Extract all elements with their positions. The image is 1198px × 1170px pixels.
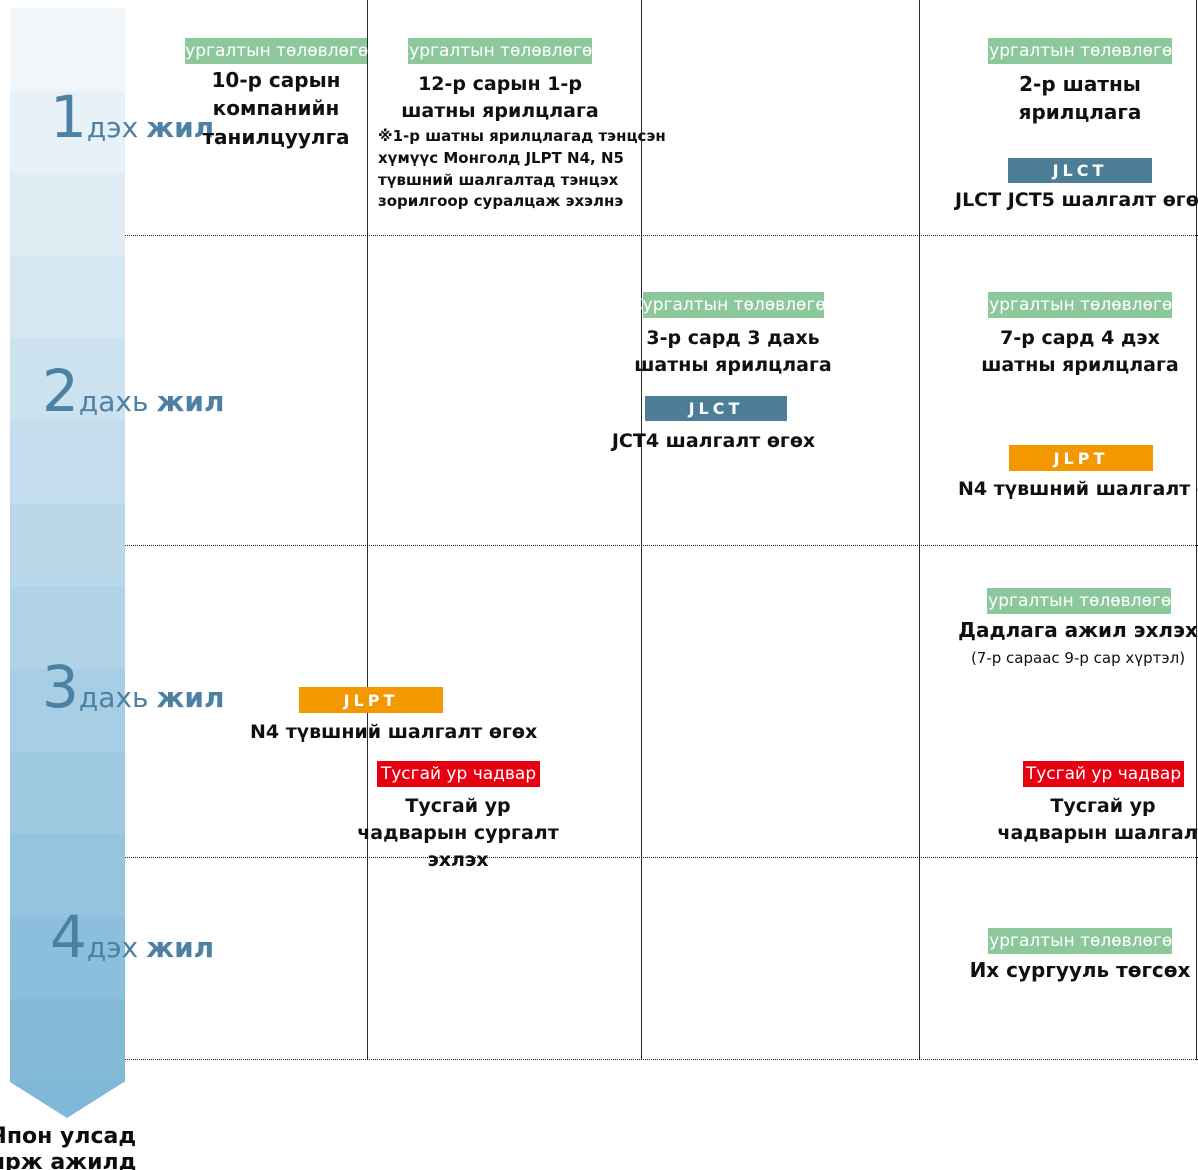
event-title-first-interview: 12-р сарын 1-р шатны ярилцлага [380, 71, 620, 125]
column-divider-3 [919, 0, 920, 1060]
title-line: 3-р сард 3 дахь [646, 327, 820, 349]
jlpt-badge: JLPT [1009, 445, 1153, 471]
event-title-fourth-interview: 7-р сард 4 дэх шатны ярилцлага [960, 325, 1198, 379]
year-label-1: 1 дэх жил [50, 88, 214, 146]
special-skill-badge: Тусгай ур чадвар [377, 761, 540, 787]
title-line: шатны ярилцлага [401, 99, 599, 122]
year-label-2: 2 дахь жил [42, 362, 225, 420]
title-line: 10-р сарын компанийн [211, 68, 341, 121]
note-line: түвшний шалгалтад тэнцэх [378, 170, 619, 189]
timeline-arrow-head-icon [10, 1082, 124, 1118]
event-note-jlpt-preparation: ※1-р шатны ярилцлагад тэнцсэн хүмүүс Мон… [378, 126, 666, 213]
note-line: зорилгоор суралцаж эхэлнэ [378, 192, 624, 211]
plan-badge: Сургалтын төлөвлөгөө [631, 292, 836, 318]
row-divider-year3-4 [28, 857, 1198, 858]
title-line: 7-р сард 4 дэх [1000, 327, 1160, 349]
year-label-3: 3 дахь жил [42, 658, 225, 716]
jlct-badge: JLCT [645, 396, 787, 421]
title-line: шатны ярилцлага [981, 353, 1179, 376]
plan-badge: Сургалтын төлөвлөгөө [976, 588, 1182, 614]
event-title-graduation: Их сургууль төгсөх [960, 956, 1198, 984]
plan-badge: Сургалтын төлөвлөгөө [173, 38, 379, 64]
plan-badge: Сургалтын төлөвлөгөө [397, 38, 603, 64]
year-number: 3 [42, 653, 79, 721]
title-line: Тусгай ур [1050, 795, 1156, 817]
right-border-line [1196, 0, 1197, 1060]
plan-badge: Сургалтын төлөвлөгөө [977, 928, 1183, 954]
year-word: жил [156, 385, 225, 418]
title-line: Тусгай ур [405, 795, 511, 817]
year-number: 4 [50, 903, 87, 971]
year-word: жил [156, 681, 225, 714]
year-suffix: дахь [78, 385, 149, 418]
event-title-skill-training-start: Тусгай ур чадварын сургалт эхлэх [338, 793, 578, 874]
note-line: ※1-р шатны ярилцлагад тэнцсэн [378, 127, 666, 145]
title-line: шатны ярилцлага [634, 353, 832, 376]
year-suffix: дэх [86, 111, 139, 144]
title-line: чадварын шалгалт [997, 821, 1198, 844]
year-label-4: 4 дэх жил [50, 908, 214, 966]
exam-text-jlct-jct5: JLCT JCT5 шалгалт өгөх [955, 189, 1198, 211]
event-title-skill-exam: Тусгай ур чадварын шалгалт [983, 793, 1198, 847]
exam-text-jct4: JCT4 шалгалт өгөх [611, 430, 816, 452]
column-divider-1 [367, 0, 368, 1060]
event-subtitle-internship-period: (7-р сараас 9-р сар хүртэл) [970, 649, 1186, 667]
title-line: 12-р сарын 1-р [418, 73, 582, 95]
bottom-border-line [28, 1059, 1198, 1060]
timeline-gradient-band [10, 8, 125, 1082]
year-suffix: дахь [78, 681, 149, 714]
exam-text-n4-year3: N4 түвшний шалгалт өгөх [250, 721, 538, 743]
column-divider-2 [641, 0, 642, 1060]
arrow-footer-label: Япон улсад ирж ажилд орох [0, 1124, 148, 1170]
special-skill-badge: Тусгай ур чадвар [1023, 761, 1184, 787]
plan-badge: Сургалтын төлөвлөгөө [977, 38, 1183, 64]
plan-badge: Сургалтын төлөвлөгөө [977, 292, 1183, 318]
note-line: хүмүүс Монголд JLPT N4, N5 [378, 148, 624, 167]
title-line: 2-р шатны ярилцлага [1018, 72, 1142, 125]
year-word: жил [146, 931, 215, 964]
event-title-second-interview: 2-р шатны ярилцлага [960, 70, 1198, 127]
footer-line: ирж ажилд орох [0, 1150, 137, 1170]
title-line: Их сургууль төгсөх [969, 958, 1191, 982]
exam-text-n4-year2: N4 түвшний шалгалт өгөх [958, 478, 1198, 500]
jlct-badge: JLCT [1008, 158, 1152, 183]
footer-line: Япон улсад [0, 1124, 137, 1149]
jlpt-badge: JLPT [299, 687, 443, 713]
event-title-third-interview: 3-р сард 3 дахь шатны ярилцлага [613, 325, 853, 379]
row-divider-year1-2 [28, 235, 1198, 236]
title-line: чадварын сургалт эхлэх [357, 821, 559, 871]
year-number: 1 [50, 83, 87, 151]
event-title-company-intro: 10-р сарын компанийн танилцуулга [156, 66, 396, 151]
event-title-internship: Дадлага ажил эхлэх [958, 616, 1198, 644]
title-line: Дадлага ажил эхлэх [958, 618, 1198, 642]
year-number: 2 [42, 357, 79, 425]
row-divider-year2-3 [28, 545, 1198, 546]
year-word: жил [146, 111, 215, 144]
title-line: танилцуулга [202, 124, 350, 149]
year-suffix: дэх [86, 931, 139, 964]
